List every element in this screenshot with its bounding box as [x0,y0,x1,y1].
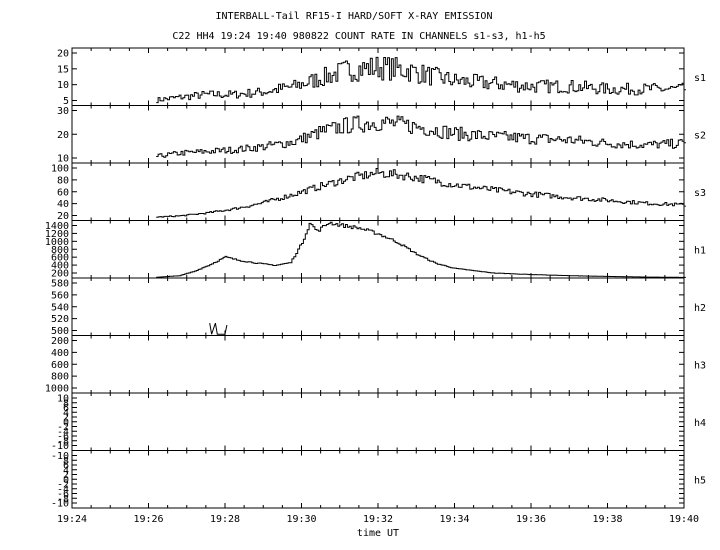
y-tick-label: 200 [51,269,69,280]
y-tick-label: 800 [51,372,69,383]
x-tick-label: 19:40 [669,514,699,525]
series-s2-line [156,115,686,158]
x-axis-label: time UT [357,528,399,539]
x-tick-label: 19:26 [133,514,163,525]
panel-frame [71,335,685,394]
y-tick-label: 580 [51,279,69,290]
x-tick-label: 19:28 [210,514,240,525]
y-tick-label: -4 [57,427,69,438]
y-tick-label: 4 [63,465,69,476]
channel-label: h1 [694,245,706,256]
x-axis: 19:24 19:26 19:28 19:30 19:32 19:34 19:36 19:38… [57,514,699,525]
y-tick-label: 1400 [45,221,69,232]
y-tick-label: 80 [57,175,69,186]
y-tick-label: 40 [57,199,69,210]
y-tick-label: 20 [57,130,69,141]
panel-frame [71,105,685,164]
y-tick-label: 600 [51,360,69,371]
x-tick-label: 19:34 [439,514,469,525]
panel-s1: s1 20 15 10 5 [57,47,706,107]
y-tick-label: 8 [63,398,69,409]
x-tick-label: 19:32 [363,514,393,525]
y-tick-label: 8 [63,456,69,467]
y-tick-label: 600 [51,253,69,264]
series-s1-line [156,56,686,104]
panels: s12015105s2302010s310080604020h114001200… [45,47,706,510]
y-tick-label: 1200 [45,229,69,240]
y-tick-label: 20 [57,211,69,222]
y-tick-label: -8 [57,436,69,447]
x-tick-label: 19:36 [516,514,546,525]
channel-label: h5 [694,475,706,486]
y-tick-label: 100 [51,164,69,175]
x-tick-label: 19:24 [57,514,87,525]
series-h1-line [156,221,686,278]
y-tick-label: 10 [57,154,69,165]
y-tick-label: 6 [63,461,69,472]
y-tick-label: -10 [51,499,69,510]
panel-s2: s2 30 20 10 [57,105,706,165]
chart-subtitle: C22 HH4 19:24 19:40 980822 COUNT RATE IN… [172,31,545,42]
y-tick-label: -2 [57,422,69,433]
y-tick-label: 0 [63,475,69,486]
channel-label: s2 [694,130,706,141]
y-tick-label: 400 [51,348,69,359]
channel-label: h2 [694,303,706,314]
y-tick-label: 1000 [45,384,69,395]
y-tick-label: -2 [57,480,69,491]
y-tick-label: 6 [63,403,69,414]
y-tick-label: -10 [51,441,69,452]
y-tick-label: 520 [51,314,69,325]
x-tick-label: 19:38 [592,514,622,525]
panel-frame [71,450,685,509]
y-tick-label: 800 [51,245,69,256]
y-tick-label: 200 [51,336,69,347]
y-tick-label: -10 [51,451,69,462]
y-tick-label: -8 [57,494,69,505]
y-tick-label: 5 [63,96,69,107]
series-h2-line [209,322,228,335]
y-tick-label: 400 [51,261,69,272]
y-tick-label: 2 [63,470,69,481]
y-tick-label: 500 [51,326,69,337]
channel-label: s3 [694,188,706,199]
y-tick-label: 10 [57,394,69,405]
y-tick-label: -6 [57,432,69,443]
y-tick-label: 10 [57,80,69,91]
channel-label: h3 [694,360,706,371]
y-tick-label: -4 [57,484,69,495]
channel-label: h4 [694,418,706,429]
y-tick-label: 4 [63,408,69,419]
y-tick-label: 60 [57,187,69,198]
panel-frame [71,392,685,451]
panel-frame [71,220,685,279]
series-s3-line [156,168,686,218]
panel-frame [71,277,685,336]
x-tick-label: 19:30 [286,514,316,525]
y-tick-label: 0 [63,417,69,428]
y-tick-label: 1000 [45,237,69,248]
y-tick-label: 15 [57,64,69,75]
y-tick-label: 30 [57,106,69,117]
chart-title: INTERBALL-Tail RF15-I HARD/SOFT X-RAY EM… [216,11,493,22]
channel-label: s1 [694,73,706,84]
y-tick-label: 560 [51,290,69,301]
y-tick-label: 20 [57,49,69,60]
y-tick-label: 2 [63,413,69,424]
y-tick-label: -6 [57,489,69,500]
y-tick-label: 540 [51,302,69,313]
